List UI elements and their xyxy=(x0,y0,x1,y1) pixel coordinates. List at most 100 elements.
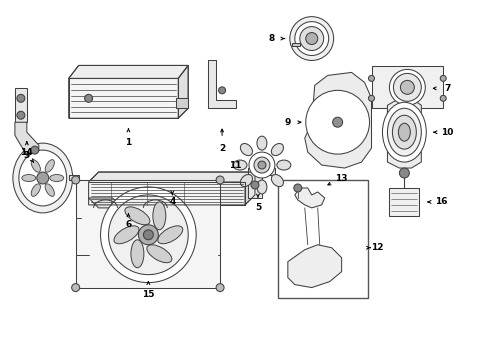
Circle shape xyxy=(305,90,369,154)
Polygon shape xyxy=(178,66,188,118)
Circle shape xyxy=(293,184,301,192)
Circle shape xyxy=(400,80,413,94)
Circle shape xyxy=(216,176,224,184)
Polygon shape xyxy=(88,172,254,182)
Polygon shape xyxy=(88,198,122,208)
Circle shape xyxy=(84,94,92,102)
Text: 9: 9 xyxy=(284,118,290,127)
Ellipse shape xyxy=(19,150,66,206)
Ellipse shape xyxy=(31,184,41,196)
Circle shape xyxy=(317,102,357,142)
Circle shape xyxy=(17,111,25,119)
Text: 12: 12 xyxy=(370,243,383,252)
Circle shape xyxy=(294,22,328,55)
Polygon shape xyxy=(68,175,79,180)
Circle shape xyxy=(218,87,225,94)
Ellipse shape xyxy=(31,159,41,172)
Ellipse shape xyxy=(276,160,290,170)
Circle shape xyxy=(253,157,269,173)
Ellipse shape xyxy=(13,143,73,213)
Polygon shape xyxy=(247,168,274,198)
Bar xyxy=(277,180,367,298)
Ellipse shape xyxy=(114,226,139,244)
Circle shape xyxy=(17,94,25,102)
Ellipse shape xyxy=(124,207,150,225)
Ellipse shape xyxy=(240,175,252,186)
Circle shape xyxy=(37,172,49,184)
Ellipse shape xyxy=(153,202,165,230)
Ellipse shape xyxy=(45,159,54,172)
Polygon shape xyxy=(15,122,39,155)
Text: 3: 3 xyxy=(24,150,30,159)
Text: 2: 2 xyxy=(219,144,225,153)
Ellipse shape xyxy=(256,136,266,150)
Circle shape xyxy=(393,73,421,101)
Circle shape xyxy=(311,96,363,148)
Circle shape xyxy=(216,284,224,292)
Polygon shape xyxy=(304,72,371,168)
Ellipse shape xyxy=(146,245,171,263)
Circle shape xyxy=(108,195,188,275)
Polygon shape xyxy=(15,88,27,122)
Polygon shape xyxy=(176,98,188,108)
Circle shape xyxy=(388,69,425,105)
Text: 8: 8 xyxy=(268,34,274,43)
Text: 13: 13 xyxy=(335,174,347,183)
Circle shape xyxy=(138,225,158,245)
Ellipse shape xyxy=(45,184,54,196)
Text: 15: 15 xyxy=(142,290,154,299)
Circle shape xyxy=(368,75,374,81)
Text: 11: 11 xyxy=(228,161,241,170)
Polygon shape xyxy=(68,78,178,118)
Circle shape xyxy=(258,161,265,169)
Text: 14: 14 xyxy=(20,148,32,157)
Ellipse shape xyxy=(256,180,266,194)
Circle shape xyxy=(399,168,408,178)
Ellipse shape xyxy=(240,144,252,156)
Ellipse shape xyxy=(131,240,143,268)
Ellipse shape xyxy=(398,123,409,141)
Circle shape xyxy=(323,108,351,136)
Polygon shape xyxy=(68,66,188,78)
Ellipse shape xyxy=(22,175,36,181)
Circle shape xyxy=(101,187,196,283)
Circle shape xyxy=(143,230,153,240)
Circle shape xyxy=(289,17,333,60)
Circle shape xyxy=(332,117,342,127)
Polygon shape xyxy=(294,188,324,208)
Polygon shape xyxy=(291,42,299,45)
Polygon shape xyxy=(244,172,254,205)
Text: 1: 1 xyxy=(125,138,131,147)
Bar xyxy=(76,180,220,288)
Polygon shape xyxy=(88,182,244,205)
Circle shape xyxy=(368,95,374,101)
Ellipse shape xyxy=(271,144,283,156)
Polygon shape xyxy=(138,198,172,208)
Bar xyxy=(371,67,442,108)
Circle shape xyxy=(72,176,80,184)
Text: 10: 10 xyxy=(440,128,452,137)
Ellipse shape xyxy=(392,115,415,149)
Ellipse shape xyxy=(386,108,421,156)
Circle shape xyxy=(439,75,446,81)
Ellipse shape xyxy=(158,226,183,244)
Circle shape xyxy=(439,95,446,101)
Text: 7: 7 xyxy=(443,84,449,93)
Polygon shape xyxy=(208,60,236,108)
Circle shape xyxy=(299,27,323,50)
Circle shape xyxy=(248,152,274,178)
Polygon shape xyxy=(287,245,341,288)
Circle shape xyxy=(31,146,39,154)
Circle shape xyxy=(250,181,259,189)
Ellipse shape xyxy=(233,160,246,170)
Text: 6: 6 xyxy=(125,220,131,229)
Text: 4: 4 xyxy=(169,197,175,206)
Text: 16: 16 xyxy=(434,197,447,206)
Bar xyxy=(388,188,419,216)
Ellipse shape xyxy=(382,102,426,162)
Ellipse shape xyxy=(271,175,283,186)
Text: 5: 5 xyxy=(254,203,261,212)
Circle shape xyxy=(329,114,345,130)
Polygon shape xyxy=(386,98,421,168)
Circle shape xyxy=(72,284,80,292)
